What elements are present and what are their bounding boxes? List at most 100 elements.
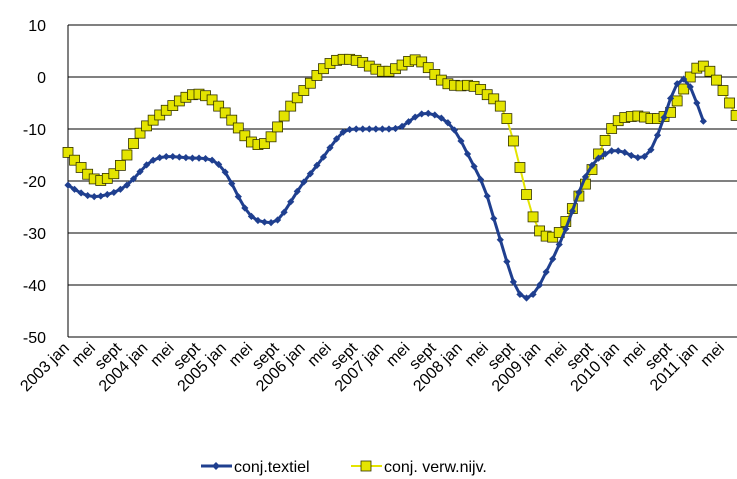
data-point [660, 113, 668, 122]
data-point [108, 168, 120, 180]
data-point [169, 152, 177, 161]
data-point [516, 290, 524, 298]
data-point [606, 123, 618, 134]
data-point [128, 138, 139, 149]
data-point [431, 111, 439, 119]
data-point [647, 146, 655, 154]
data-point [311, 70, 323, 81]
legend-label: conj.textiel [234, 459, 310, 476]
data-point [527, 211, 539, 223]
data-point [470, 162, 478, 171]
data-point [503, 258, 511, 266]
data-point [711, 74, 722, 86]
y-tick-label: -50 [23, 330, 46, 347]
data-point [175, 153, 183, 161]
data-point [103, 190, 111, 199]
data-point [234, 193, 242, 201]
square-marker-icon [360, 460, 372, 472]
data-point [260, 218, 269, 226]
data-point [346, 125, 354, 134]
data-point [575, 188, 583, 197]
data-point [162, 152, 170, 161]
data-point [300, 178, 308, 186]
data-point [97, 192, 105, 200]
data-point [483, 192, 491, 200]
data-point [201, 155, 210, 163]
data-point [143, 161, 151, 169]
data-point [699, 117, 707, 125]
data-point [116, 185, 124, 193]
x-tick-label: mei [147, 340, 177, 370]
data-point [226, 114, 238, 126]
data-point [521, 189, 532, 200]
y-axis-tick-labels: 10 0 -10 -20 -30 -40 -50 [23, 18, 46, 347]
data-point [134, 127, 146, 139]
data-point [411, 113, 419, 121]
data-point [195, 154, 203, 162]
data-point [717, 85, 729, 96]
series-line [67, 58, 737, 239]
data-point [509, 278, 517, 286]
x-tick-label: mei [462, 340, 492, 370]
data-point [278, 110, 290, 122]
data-point [267, 219, 275, 227]
data-point [298, 85, 310, 96]
data-point [608, 147, 616, 155]
data-point [280, 208, 288, 216]
data-point [437, 114, 445, 122]
data-point [274, 216, 282, 224]
legend: conj.textiel conj. verw.nijv. [201, 459, 487, 476]
data-point [90, 193, 98, 201]
data-point [463, 150, 472, 158]
data-point [254, 216, 262, 225]
data-point [213, 100, 225, 112]
data-point [265, 131, 277, 143]
data-point [304, 77, 316, 89]
data-point [241, 204, 249, 212]
data-point [291, 92, 303, 104]
data-point [621, 148, 629, 156]
data-point [228, 180, 236, 188]
data-point [514, 162, 526, 173]
data-point [627, 151, 635, 160]
data-point [75, 162, 87, 173]
data-point [77, 189, 85, 197]
data-point [70, 185, 79, 193]
legend-label: conj. verw.nijv. [384, 459, 487, 476]
data-point [555, 240, 563, 249]
data-point [730, 110, 737, 121]
series-conj-verw-nijv [62, 53, 737, 243]
y-tick-label: 0 [37, 70, 46, 87]
data-point [673, 80, 681, 88]
data-point [385, 125, 393, 133]
data-point [285, 100, 297, 112]
data-point [405, 118, 413, 126]
data-point [680, 75, 688, 83]
data-point [115, 159, 126, 171]
data-point [206, 94, 218, 106]
data-point [594, 154, 603, 162]
data-point [444, 119, 452, 127]
data-point [306, 170, 314, 178]
data-point [536, 281, 544, 289]
y-tick-label: -40 [23, 278, 46, 295]
data-point [121, 149, 133, 161]
data-point [359, 125, 367, 133]
data-point [724, 97, 735, 109]
data-point [398, 122, 406, 130]
data-point [219, 107, 231, 119]
data-point [496, 236, 504, 244]
data-point [562, 225, 570, 233]
data-point [319, 153, 328, 161]
data-point [614, 147, 622, 155]
series-conj-textiel [64, 75, 707, 302]
data-point [313, 161, 321, 169]
data-point [671, 95, 683, 107]
data-point [365, 125, 373, 133]
data-point [477, 175, 485, 184]
data-point [568, 207, 576, 215]
data-point [69, 154, 80, 166]
data-point [588, 161, 596, 169]
